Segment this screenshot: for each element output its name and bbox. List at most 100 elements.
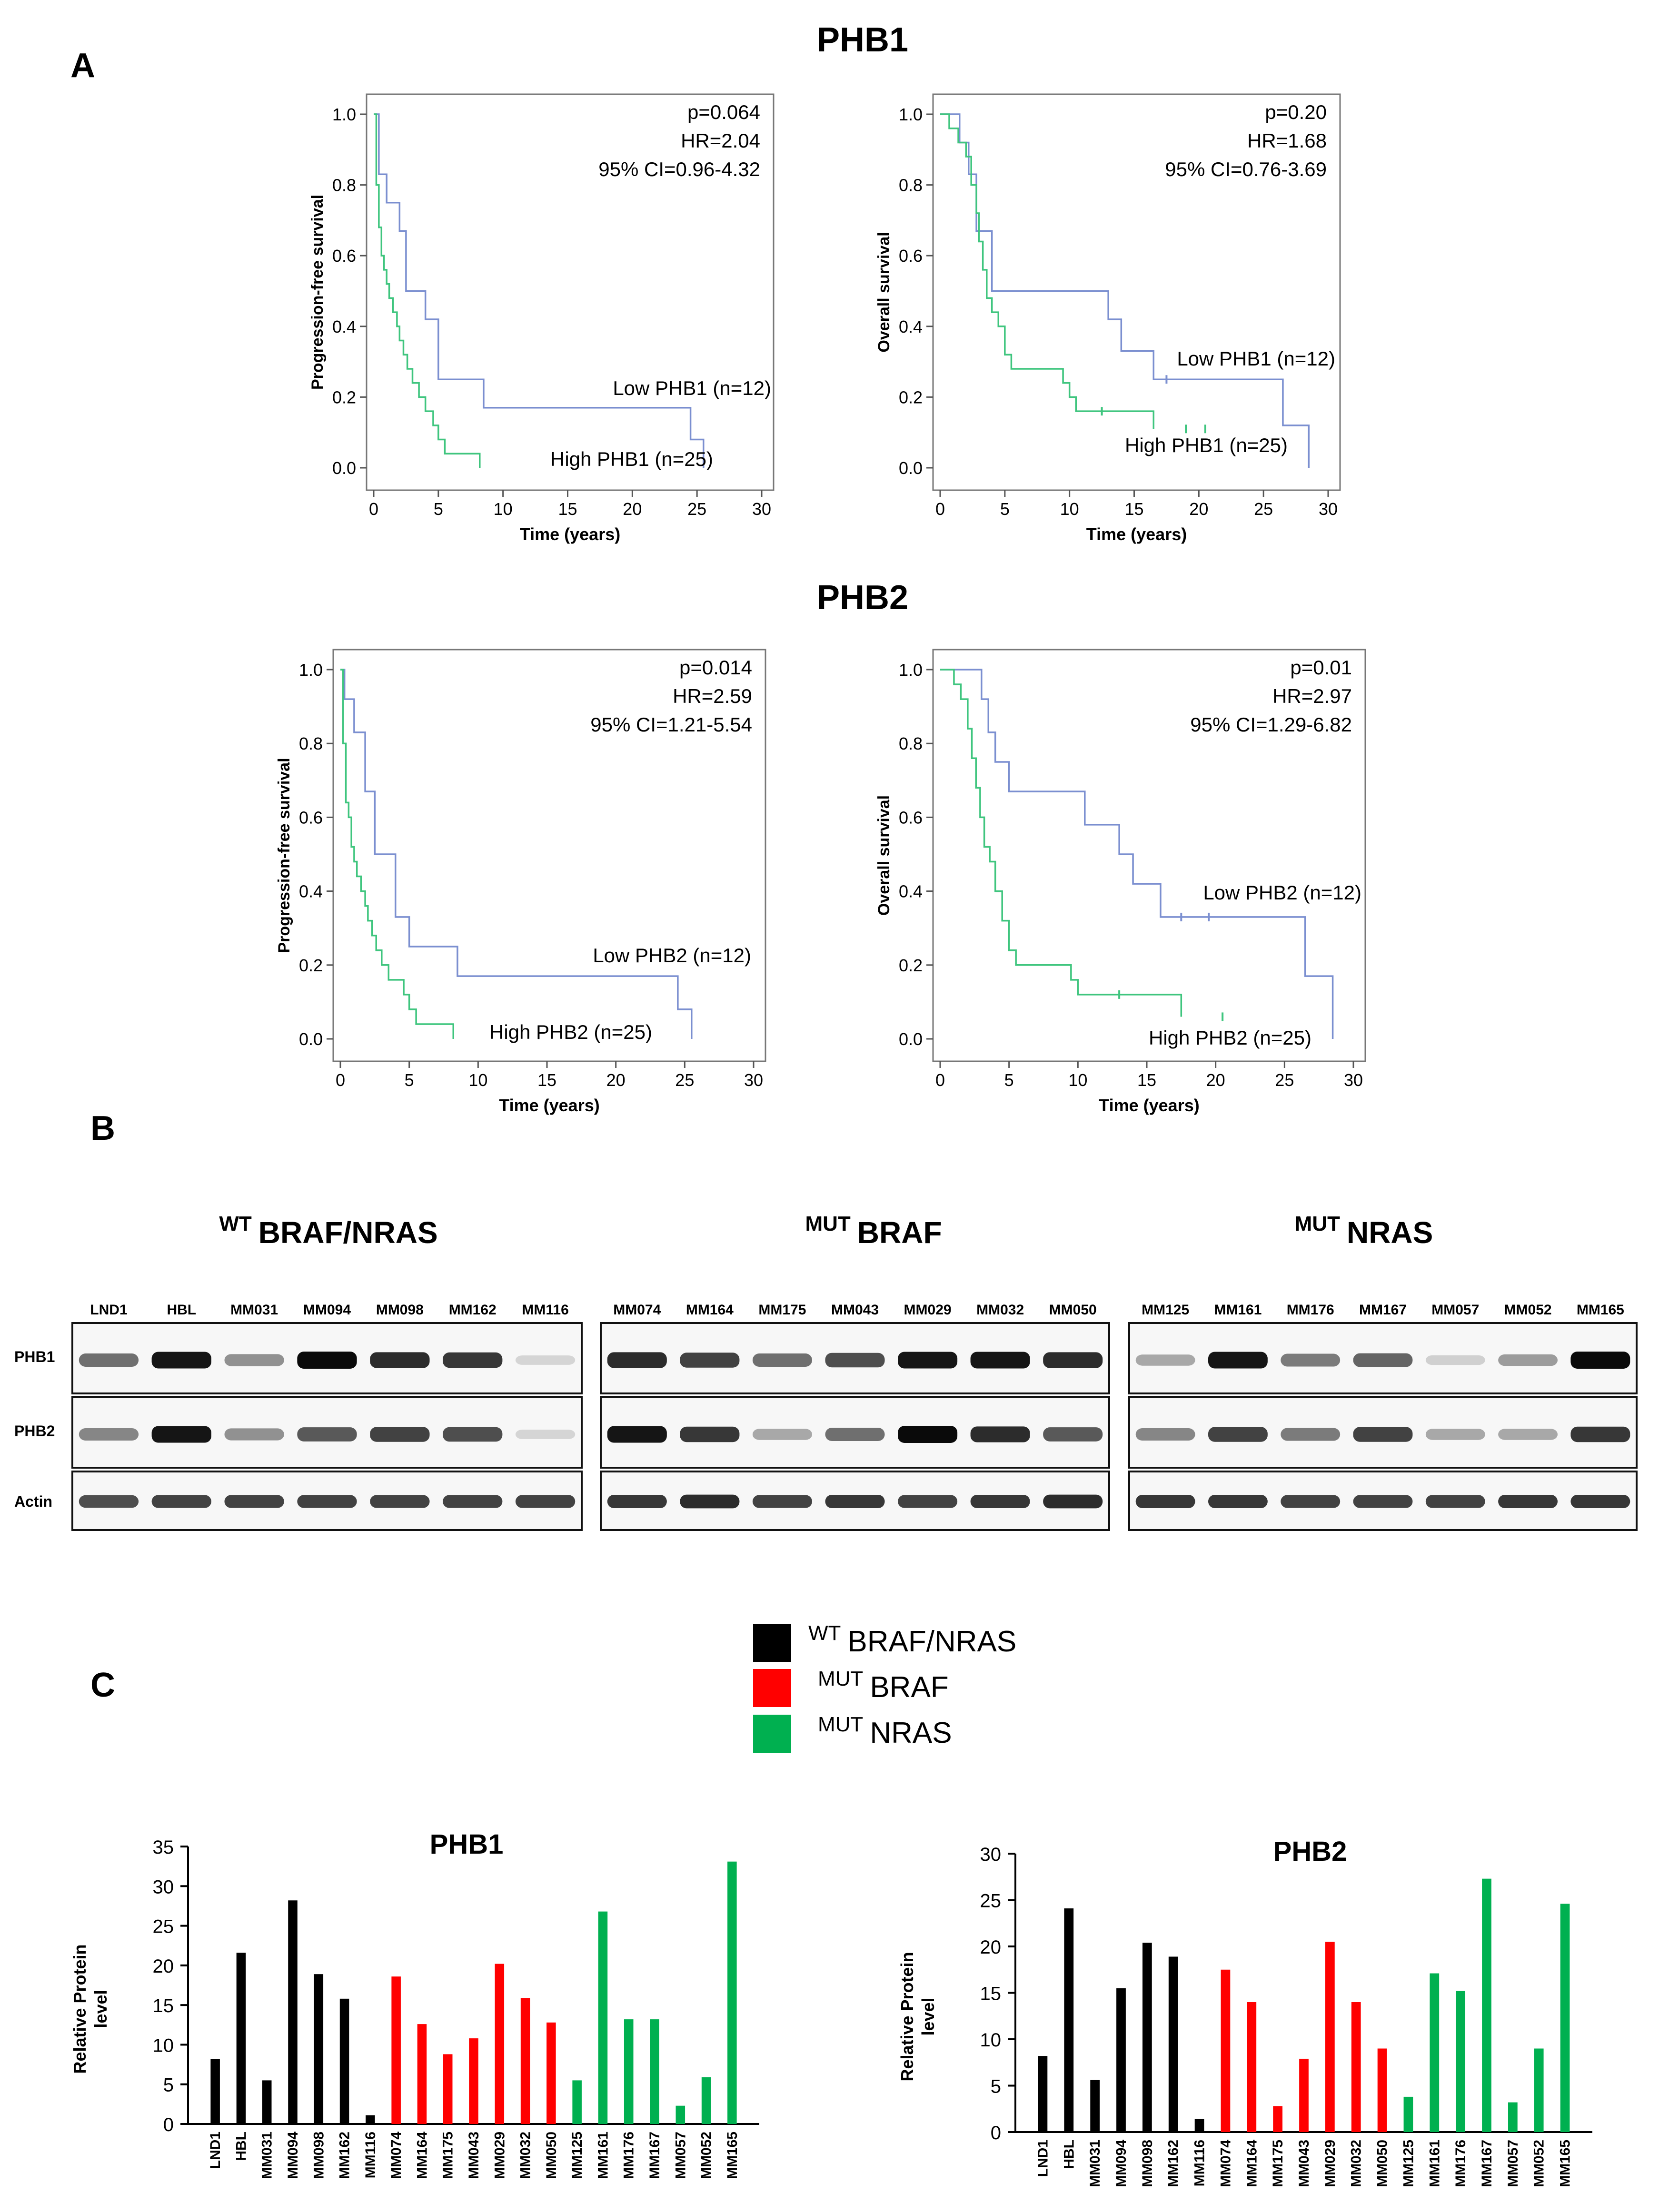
y-axis-label: Overall survival xyxy=(875,795,893,916)
x-tick-label: MM162 xyxy=(337,2132,353,2179)
blot-band xyxy=(680,1353,740,1368)
blot-band xyxy=(224,1495,284,1508)
y-tick-label: 30 xyxy=(153,1876,174,1897)
lane-label: MM031 xyxy=(230,1302,278,1318)
km-plot-km-phb2-os: 0.0 0.2 0.4 0.6 0.8 1.0 0 5 10 15 20 25 30 Time (year… xyxy=(875,649,1366,1115)
x-tick-label: 10 xyxy=(494,499,513,519)
bar xyxy=(1508,2102,1518,2132)
y-tick-label: 0.8 xyxy=(299,734,323,753)
panel-label-a: A xyxy=(70,47,95,85)
blot-band xyxy=(79,1495,139,1508)
km-curve-high xyxy=(940,113,1154,429)
km-plot-frame xyxy=(332,649,766,1062)
lane-label: MM162 xyxy=(449,1302,497,1318)
x-tick-label: MM161 xyxy=(595,2132,611,2179)
x-tick-label: MM043 xyxy=(1296,2140,1312,2187)
km-stat: p=0.014 xyxy=(679,656,752,679)
blot-band xyxy=(1498,1354,1558,1366)
x-tick-label: MM176 xyxy=(621,2132,637,2179)
km-stat: 95% CI=1.29-6.82 xyxy=(1190,713,1352,736)
x-tick-label: MM165 xyxy=(725,2132,740,2179)
x-tick-label: MM043 xyxy=(466,2132,482,2179)
bar xyxy=(443,2054,453,2124)
x-tick-label: MM125 xyxy=(1401,2140,1416,2187)
y-tick-label: 1.0 xyxy=(332,105,356,124)
bar xyxy=(1456,1991,1466,2132)
y-tick-label: 0.0 xyxy=(332,458,356,478)
y-tick-label: 0.0 xyxy=(899,458,923,478)
bar xyxy=(520,1998,530,2124)
km-stat: HR=1.68 xyxy=(1247,129,1327,152)
km-label-high: High PHB1 (n=25) xyxy=(1125,434,1288,456)
km-curve-low xyxy=(340,669,693,1039)
blot-group-title: MUT BRAF xyxy=(805,1212,942,1250)
blot-band xyxy=(1570,1352,1630,1369)
x-tick-label: MM050 xyxy=(544,2132,559,2179)
bar xyxy=(1194,2119,1204,2132)
blot-band xyxy=(443,1495,503,1508)
lane-label: MM098 xyxy=(376,1302,424,1318)
bar xyxy=(1325,1942,1335,2132)
blot-band xyxy=(79,1353,139,1367)
y-tick-label: 15 xyxy=(153,1995,174,2016)
blot-band xyxy=(607,1426,667,1443)
blot-band xyxy=(898,1426,958,1443)
blot-band xyxy=(443,1427,503,1442)
y-tick-label: 0.6 xyxy=(332,246,356,266)
y-tick-label: 0.2 xyxy=(899,956,923,975)
blot-band xyxy=(825,1353,885,1368)
blot-group-3: MUT NRAS MM125 MM161 MM176 MM167 MM057 MM052 MM1… xyxy=(1128,1212,1638,1531)
section-title-phb2: PHB2 xyxy=(817,579,908,617)
blot-band xyxy=(680,1426,740,1442)
blot-band xyxy=(1281,1428,1341,1441)
bar xyxy=(366,2115,375,2124)
kaplan-meier-plots: 0.0 0.2 0.4 0.6 0.8 1.0 0 5 10 15 20 25 30 Time (year… xyxy=(275,93,1366,1115)
x-tick-label: MM032 xyxy=(1349,2140,1364,2187)
x-tick-label: MM116 xyxy=(1192,2140,1208,2186)
blot-band xyxy=(607,1494,667,1509)
x-tick-label: MM050 xyxy=(1375,2140,1391,2187)
km-curve-low xyxy=(940,669,1334,1039)
lane-label: MM167 xyxy=(1359,1302,1407,1318)
blot-band xyxy=(79,1428,139,1441)
blot-band xyxy=(297,1427,357,1442)
blot-group-title: WT BRAF/NRAS xyxy=(219,1212,437,1250)
x-tick-label: 30 xyxy=(1319,499,1338,519)
x-tick-label: 5 xyxy=(405,1070,414,1090)
x-tick-label: 5 xyxy=(434,499,443,519)
bar xyxy=(210,2059,220,2124)
x-tick-label: HBL xyxy=(1061,2140,1077,2169)
y-axis-label: Relative Proteinlevel xyxy=(70,1944,110,2074)
x-tick-label: MM165 xyxy=(1558,2140,1573,2187)
y-tick-label: 1.0 xyxy=(899,660,923,680)
y-axis-label: Progression-free survival xyxy=(308,195,327,390)
lane-label: MM125 xyxy=(1142,1302,1189,1318)
bar xyxy=(1351,2002,1361,2132)
km-curve-high xyxy=(340,669,455,1039)
legend-item-mut-braf: MUT BRAF xyxy=(818,1667,949,1704)
y-tick-label: 0.2 xyxy=(899,387,923,407)
lane-label: MM032 xyxy=(976,1302,1024,1318)
x-tick-label: 25 xyxy=(675,1070,694,1090)
km-label-high: High PHB2 (n=25) xyxy=(1149,1027,1311,1049)
km-stat: HR=2.04 xyxy=(681,129,760,152)
x-tick-label: MM094 xyxy=(1113,2140,1129,2187)
blot-band xyxy=(898,1352,958,1369)
x-tick-label: MM031 xyxy=(1087,2140,1103,2187)
bar-chart-phb2: PHB2 0 5 10 15 20 25 30 Relative Proteinlevel LND… xyxy=(897,1836,1592,2187)
x-tick-label: LND1 xyxy=(208,2132,223,2169)
blot-band xyxy=(607,1352,667,1368)
bar xyxy=(598,1911,608,2124)
bar xyxy=(236,1953,246,2124)
y-tick-label: 20 xyxy=(980,1937,1002,1958)
panel-label-b: B xyxy=(90,1109,115,1147)
lane-label: MM052 xyxy=(1504,1302,1552,1318)
x-tick-label: MM167 xyxy=(647,2132,663,2179)
x-tick-label: 5 xyxy=(1004,1070,1014,1090)
km-stat: 95% CI=0.76-3.69 xyxy=(1165,158,1327,180)
lane-label: MM176 xyxy=(1287,1302,1334,1318)
x-axis-label: Time (years) xyxy=(1086,524,1187,544)
blot-band xyxy=(898,1495,958,1508)
bar xyxy=(727,1861,737,2124)
x-tick-label: 15 xyxy=(537,1070,556,1090)
